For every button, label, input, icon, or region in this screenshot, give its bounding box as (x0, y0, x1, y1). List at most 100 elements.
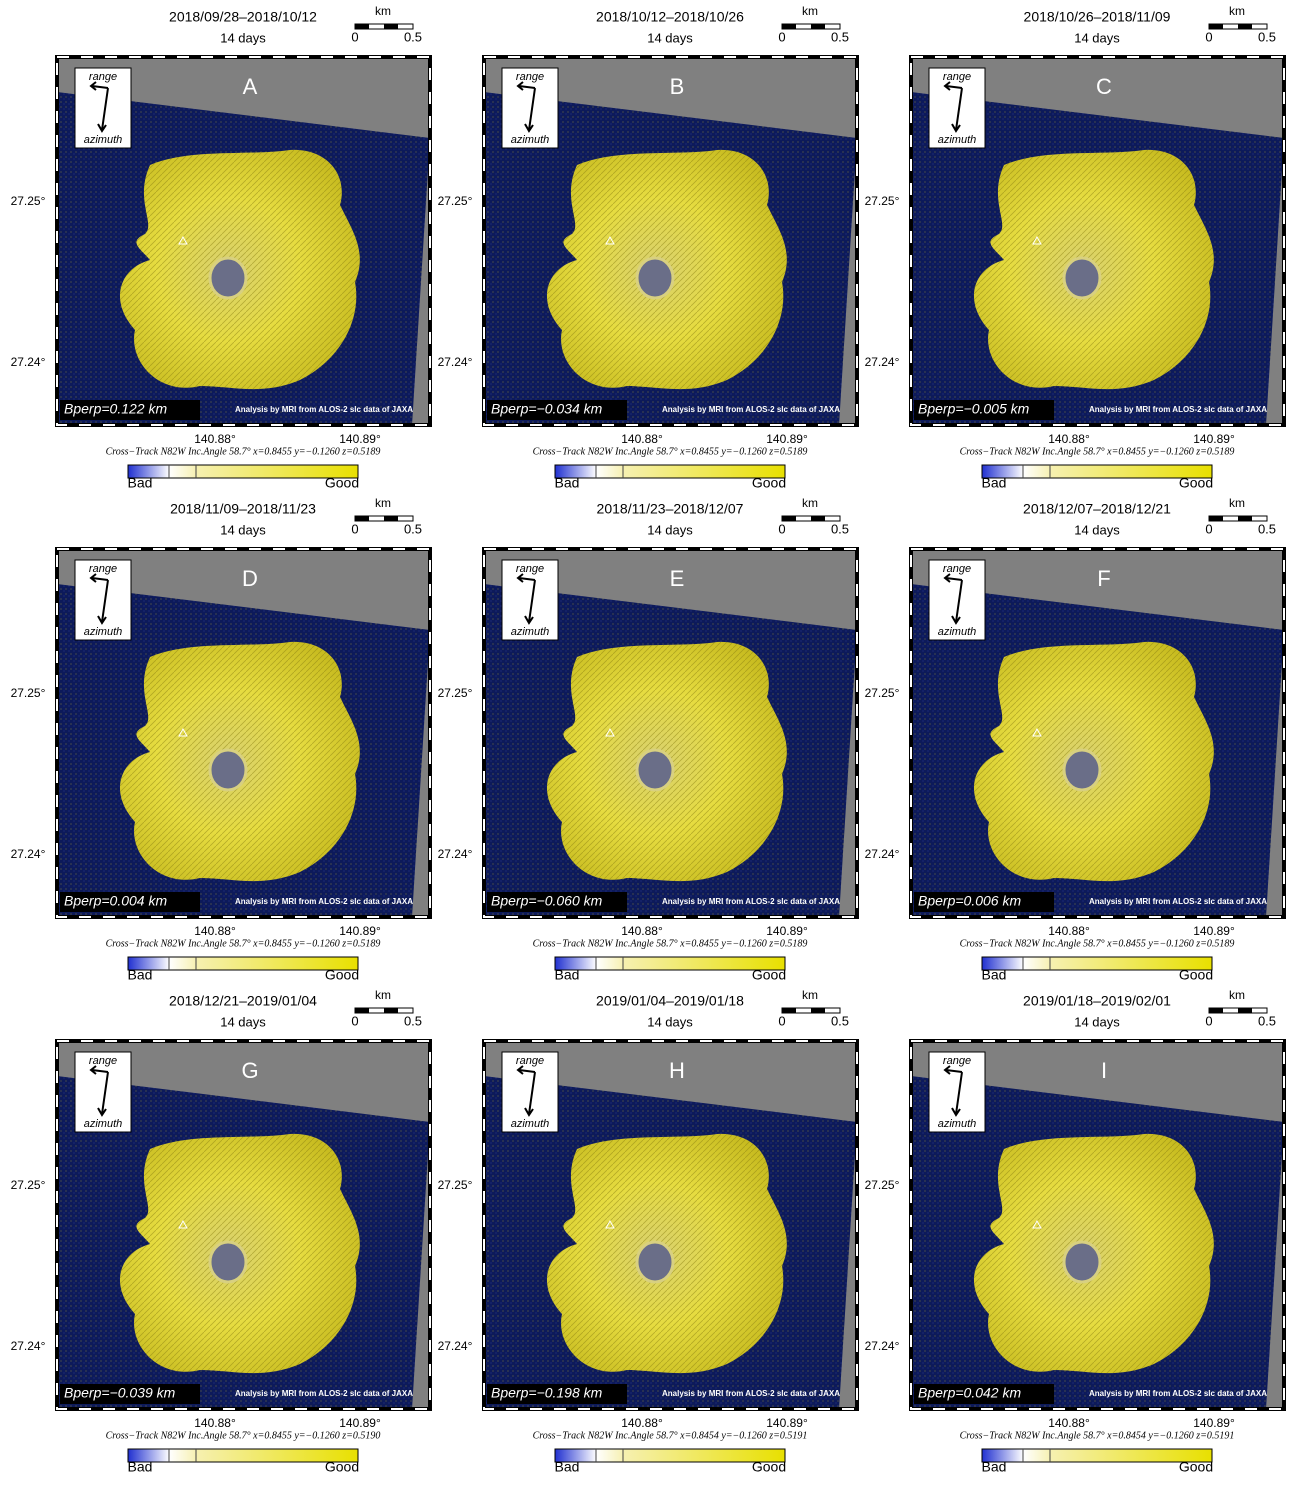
azimuth-label: azimuth (938, 626, 977, 638)
credit: Analysis by MRI from ALOS-2 slc data of … (235, 1389, 413, 1398)
geometry: Cross−Track N82W Inc.Angle 58.7° x=0.845… (533, 1430, 808, 1441)
colorbar-high: Good (1179, 967, 1213, 983)
panel: 2019/01/04–2019/01/1814 dayskm00.5rangea… (438, 988, 857, 1475)
colorbar (982, 957, 1212, 970)
period: 2018/11/09–2018/11/23 (170, 501, 316, 517)
scale-bar-seg (1209, 516, 1223, 521)
range-label: range (89, 563, 117, 575)
scale-bar-seg (782, 1008, 796, 1013)
range-label: range (516, 71, 544, 83)
lat-tick: 27.24° (865, 355, 900, 369)
colorbar-low: Bad (982, 967, 1007, 983)
page: ALOS-2 coherence maps {"common": {"durat… (0, 0, 1289, 1486)
credit: Analysis by MRI from ALOS-2 slc data of … (1089, 897, 1267, 906)
scale-unit: km (1229, 496, 1245, 510)
scale-bar-seg (782, 24, 796, 29)
geometry: Cross−Track N82W Inc.Angle 58.7° x=0.845… (106, 1430, 381, 1441)
lat-tick: 27.24° (438, 1339, 473, 1353)
scale-end: 0.5 (404, 29, 422, 44)
scale-start: 0 (778, 29, 785, 44)
period: 2018/10/12–2018/10/26 (596, 9, 744, 25)
credit: Analysis by MRI from ALOS-2 slc data of … (662, 1389, 840, 1398)
lat-tick: 27.25° (11, 1178, 46, 1192)
lat-tick: 27.24° (438, 847, 473, 861)
crater (637, 258, 673, 298)
duration: 14 days (220, 30, 266, 45)
period: 2018/11/23–2018/12/07 (597, 501, 744, 517)
scale-end: 0.5 (1258, 29, 1276, 44)
lon-tick: 140.89° (766, 924, 808, 938)
colorbar-high: Good (325, 1459, 359, 1475)
scale-unit: km (375, 988, 391, 1002)
geometry: Cross−Track N82W Inc.Angle 58.7° x=0.845… (106, 938, 381, 949)
scale-end: 0.5 (404, 521, 422, 536)
colorbar-low: Bad (555, 1459, 580, 1475)
lat-tick: 27.25° (865, 194, 900, 208)
scale-unit: km (802, 4, 818, 18)
panel: 2018/10/26–2018/11/0914 dayskm00.5rangea… (865, 4, 1284, 491)
colorbar-high: Good (752, 1459, 786, 1475)
bperp: Bperp=0.004 km (64, 893, 167, 909)
crater (210, 258, 246, 298)
lat-tick: 27.25° (11, 686, 46, 700)
lon-tick: 140.89° (1193, 432, 1235, 446)
crater (210, 750, 246, 790)
scale-bar-seg (355, 516, 369, 521)
lat-tick: 27.24° (11, 847, 46, 861)
lat-tick: 27.25° (438, 194, 473, 208)
colorbar-high: Good (325, 967, 359, 983)
bperp: Bperp=0.042 km (918, 1385, 1021, 1401)
bperp: Bperp=−0.198 km (491, 1385, 603, 1401)
colorbar-low: Bad (128, 1459, 153, 1475)
duration: 14 days (647, 30, 693, 45)
crater (210, 1242, 246, 1282)
colorbar-low: Bad (982, 1459, 1007, 1475)
lon-tick: 140.89° (1193, 1416, 1235, 1430)
scale-bar-seg (782, 516, 796, 521)
colorbar-low: Bad (555, 967, 580, 983)
lon-tick: 140.89° (1193, 924, 1235, 938)
colorbar-high: Good (752, 475, 786, 491)
colorbar-high: Good (1179, 475, 1213, 491)
period: 2018/12/07–2018/12/21 (1023, 501, 1171, 517)
lon-tick: 140.89° (339, 924, 381, 938)
lat-tick: 27.25° (438, 1178, 473, 1192)
panel-label: C (1096, 74, 1112, 99)
azimuth-label: azimuth (511, 1118, 550, 1130)
scale-start: 0 (778, 1013, 785, 1028)
scale-end: 0.5 (404, 1013, 422, 1028)
colorbar-low: Bad (128, 967, 153, 983)
range-label: range (89, 1055, 117, 1067)
geometry: Cross−Track N82W Inc.Angle 58.7° x=0.845… (960, 1430, 1235, 1441)
range-label: range (89, 71, 117, 83)
scale-unit: km (375, 4, 391, 18)
duration: 14 days (220, 522, 266, 537)
colorbar (982, 465, 1212, 478)
geometry: Cross−Track N82W Inc.Angle 58.7° x=0.845… (533, 446, 808, 457)
credit: Analysis by MRI from ALOS-2 slc data of … (1089, 405, 1267, 414)
lon-tick: 140.89° (766, 1416, 808, 1430)
panel-label: H (669, 1058, 685, 1083)
colorbar (128, 957, 358, 970)
scale-start: 0 (351, 29, 358, 44)
colorbar-high: Good (752, 967, 786, 983)
crater (1064, 258, 1100, 298)
range-label: range (516, 1055, 544, 1067)
scale-bar-seg (355, 24, 369, 29)
bperp: Bperp=0.122 km (64, 401, 167, 417)
bperp: Bperp=0.006 km (918, 893, 1021, 909)
colorbar-high: Good (325, 475, 359, 491)
duration: 14 days (1074, 522, 1120, 537)
period: 2019/01/18–2019/02/01 (1023, 993, 1171, 1009)
scale-end: 0.5 (1258, 521, 1276, 536)
panel: 2018/12/21–2019/01/0414 dayskm00.5rangea… (11, 988, 430, 1475)
scale-bar-seg (811, 24, 825, 29)
colorbar (555, 465, 785, 478)
credit: Analysis by MRI from ALOS-2 slc data of … (235, 897, 413, 906)
range-label: range (943, 563, 971, 575)
scale-bar-seg (1238, 516, 1252, 521)
scale-end: 0.5 (831, 521, 849, 536)
colorbar (555, 957, 785, 970)
